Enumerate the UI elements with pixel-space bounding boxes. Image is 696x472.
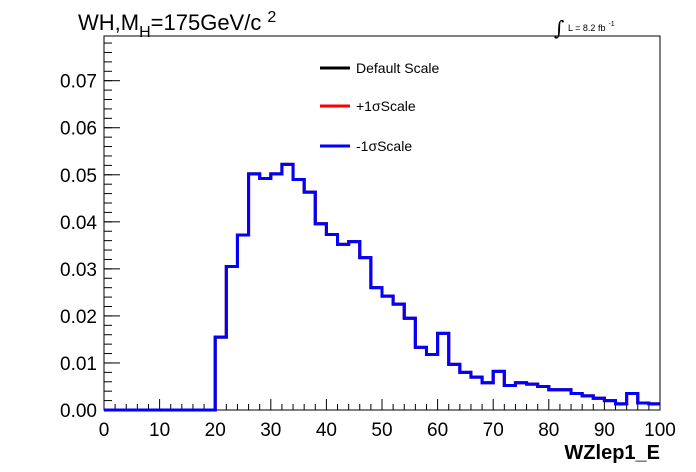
x-axis-label: WZlep1_E <box>564 442 660 464</box>
y-tick-label: 0.06 <box>60 119 97 140</box>
x-tick-label: 30 <box>260 420 281 441</box>
chart-title: WH,MH=175GeV/c 2 <box>78 9 276 41</box>
y-tick-label: 0.00 <box>60 401 97 422</box>
x-tick-label: 80 <box>538 420 559 441</box>
y-tick-label: 0.02 <box>60 307 97 328</box>
y-tick-label: 0.03 <box>60 260 97 281</box>
y-tick-label: 0.01 <box>60 354 97 375</box>
y-tick-label: 0.04 <box>60 213 97 234</box>
legend: Default Scale +1σScale -1σScale <box>320 60 439 154</box>
chart-title-rest: =175GeV/c <box>151 10 262 35</box>
x-tick-label: 70 <box>483 420 504 441</box>
lumi-label: L = 8.2 fb -1 <box>568 21 615 33</box>
x-tick-label: 0 <box>99 420 110 441</box>
x-tick-label: 10 <box>149 420 170 441</box>
x-tick-label: 60 <box>427 420 448 441</box>
legend-label-minus: -1σScale <box>356 138 412 154</box>
x-tick-label: 90 <box>594 420 615 441</box>
x-tick-label: 50 <box>371 420 392 441</box>
x-tick-label: 100 <box>644 420 676 441</box>
y-tick-label: 0.07 <box>60 72 97 93</box>
chart-title-main: WH,M <box>78 10 139 35</box>
legend-label-plus: +1σScale <box>356 98 416 114</box>
series-line-2 <box>104 162 660 412</box>
series-group <box>104 162 660 412</box>
chart-title-superscript: 2 <box>267 9 276 26</box>
axes: 0 10 20 30 40 50 60 70 80 90 100 0.00 0.01 0.02 0.03 0.… <box>60 42 676 441</box>
lumi-integral: ∫ <box>554 16 564 40</box>
x-tick-label: 40 <box>316 420 337 441</box>
plot-frame <box>103 35 661 411</box>
chart-title-subscript: H <box>139 24 151 41</box>
legend-label-default: Default Scale <box>356 60 439 76</box>
lumi-text: L = 8.2 fb <box>568 23 605 33</box>
y-tick-label: 0.05 <box>60 166 97 187</box>
x-tick-label: 20 <box>205 420 226 441</box>
lumi-superscript: -1 <box>608 21 614 28</box>
